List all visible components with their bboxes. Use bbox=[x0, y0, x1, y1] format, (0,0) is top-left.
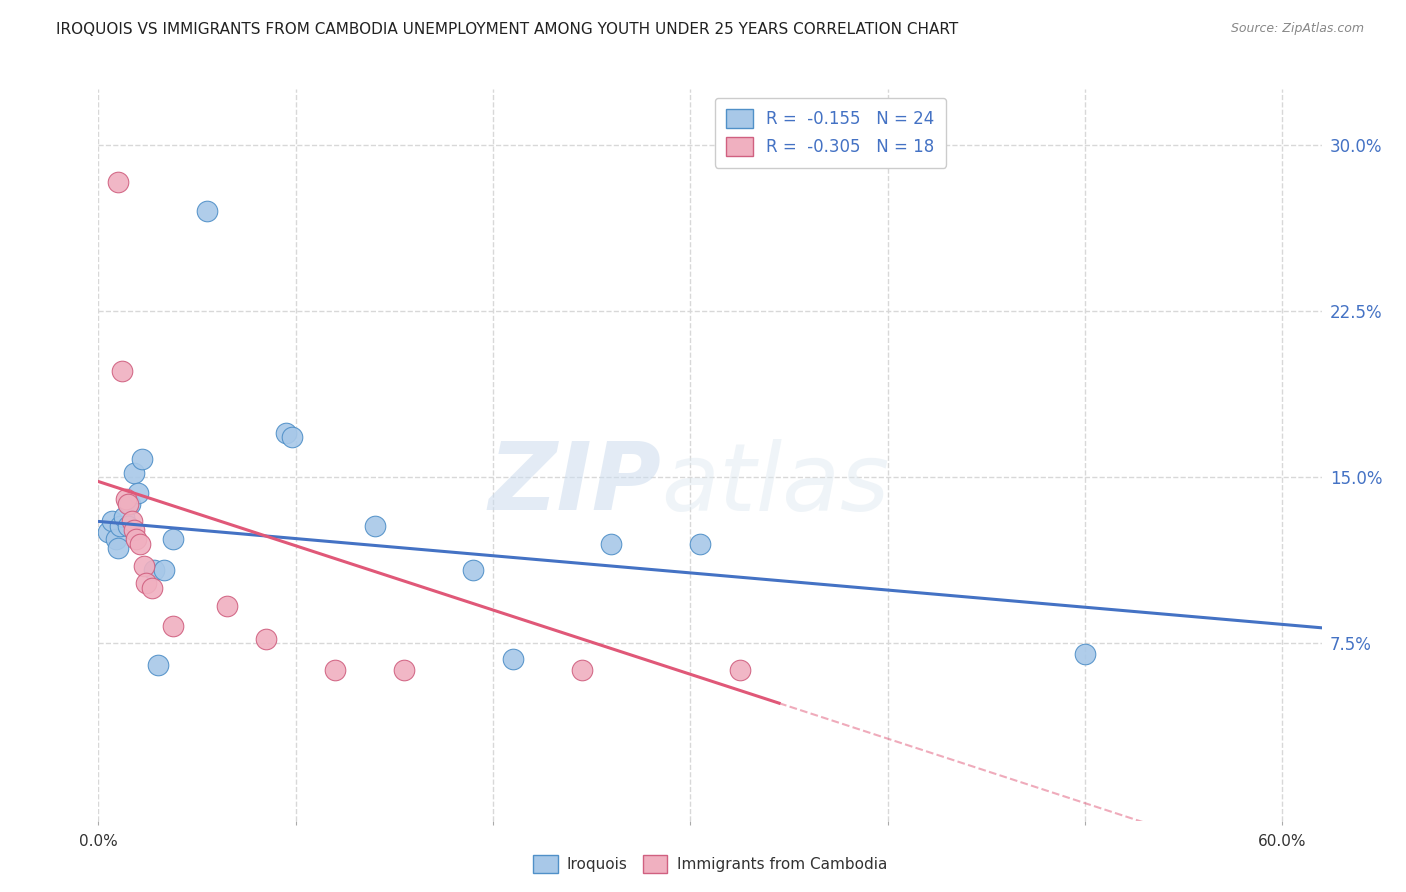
Point bbox=[146, 658, 169, 673]
Point bbox=[97, 525, 120, 540]
Point bbox=[1074, 648, 1097, 662]
Point bbox=[600, 536, 623, 550]
Point bbox=[118, 497, 141, 511]
Point bbox=[132, 558, 155, 573]
Point bbox=[122, 466, 145, 480]
Text: atlas: atlas bbox=[661, 439, 890, 530]
Point bbox=[571, 663, 593, 677]
Point bbox=[274, 425, 297, 440]
Text: 0.0%: 0.0% bbox=[79, 834, 118, 849]
Point bbox=[152, 563, 174, 577]
Point bbox=[254, 632, 277, 646]
Point bbox=[127, 485, 149, 500]
Point bbox=[107, 175, 129, 189]
Point bbox=[195, 204, 218, 219]
Point bbox=[117, 519, 139, 533]
Point bbox=[135, 576, 157, 591]
Point bbox=[108, 519, 131, 533]
Point bbox=[281, 430, 304, 444]
Point bbox=[121, 515, 143, 529]
Point bbox=[502, 652, 524, 666]
Point bbox=[323, 663, 346, 677]
Point bbox=[115, 492, 138, 507]
Point bbox=[111, 364, 134, 378]
Point bbox=[689, 536, 711, 550]
Point bbox=[107, 541, 129, 555]
Text: 60.0%: 60.0% bbox=[1258, 834, 1306, 849]
Point bbox=[105, 532, 128, 546]
Point bbox=[728, 663, 751, 677]
Text: IROQUOIS VS IMMIGRANTS FROM CAMBODIA UNEMPLOYMENT AMONG YOUTH UNDER 25 YEARS COR: IROQUOIS VS IMMIGRANTS FROM CAMBODIA UNE… bbox=[56, 22, 959, 37]
Point bbox=[215, 599, 238, 613]
Point bbox=[131, 452, 153, 467]
Point bbox=[128, 536, 150, 550]
Text: Source: ZipAtlas.com: Source: ZipAtlas.com bbox=[1230, 22, 1364, 36]
Point bbox=[117, 497, 139, 511]
Point bbox=[141, 581, 163, 595]
Point bbox=[122, 523, 145, 537]
Point bbox=[162, 532, 184, 546]
Point bbox=[162, 618, 184, 632]
Legend: Iroquois, Immigrants from Cambodia: Iroquois, Immigrants from Cambodia bbox=[527, 849, 893, 879]
Point bbox=[101, 515, 124, 529]
Text: ZIP: ZIP bbox=[488, 438, 661, 530]
Point bbox=[363, 519, 385, 533]
Point bbox=[392, 663, 416, 677]
Point bbox=[125, 532, 148, 546]
Point bbox=[142, 563, 165, 577]
Point bbox=[463, 563, 485, 577]
Point bbox=[112, 510, 135, 524]
